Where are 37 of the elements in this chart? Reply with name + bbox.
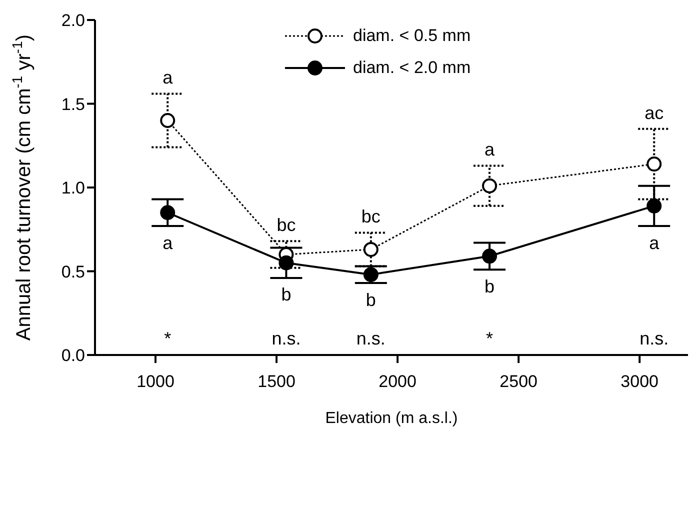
x-tick-label: 1000 — [136, 372, 174, 392]
annotation: b — [281, 284, 292, 305]
annotation: b — [484, 276, 495, 296]
x-tick-label: 2000 — [378, 372, 416, 392]
point — [278, 255, 294, 270]
annotation: b — [366, 290, 376, 310]
annotation: n.s. — [356, 328, 386, 349]
y-tick-label: 0.0 — [61, 346, 85, 366]
legend-label: diam. < 0.5 mm — [353, 26, 471, 46]
annotation: bc — [361, 206, 380, 227]
point — [646, 198, 662, 214]
annotation: a — [484, 140, 496, 160]
point — [646, 156, 662, 172]
annotation: ac — [644, 102, 664, 123]
point — [160, 205, 176, 220]
y-tick-label: 2.0 — [61, 11, 85, 30]
annotation: a — [649, 232, 660, 253]
annotation: n.s. — [272, 328, 301, 349]
point — [482, 248, 498, 264]
point — [363, 242, 378, 257]
point — [363, 267, 378, 282]
x-tick-label: 2500 — [500, 372, 538, 392]
annotation: a — [162, 68, 174, 88]
annotation: bc — [276, 215, 296, 236]
annotation: * — [164, 328, 172, 349]
x-axis-title: Elevation (m a.s.l.) — [325, 410, 458, 427]
x-tick-label: 3000 — [620, 372, 659, 392]
point — [160, 113, 176, 128]
x-tick-label: 1500 — [258, 372, 296, 392]
y-tick-label: 1.0 — [61, 178, 85, 198]
point — [482, 178, 498, 194]
y-tick-label: 1.5 — [61, 94, 85, 114]
annotation: a — [162, 232, 174, 253]
annotation: n.s. — [640, 328, 669, 349]
annotation: * — [486, 328, 494, 349]
legend-label: diam. < 2.0 mm — [353, 58, 471, 78]
y-tick-label: 0.5 — [61, 262, 85, 282]
